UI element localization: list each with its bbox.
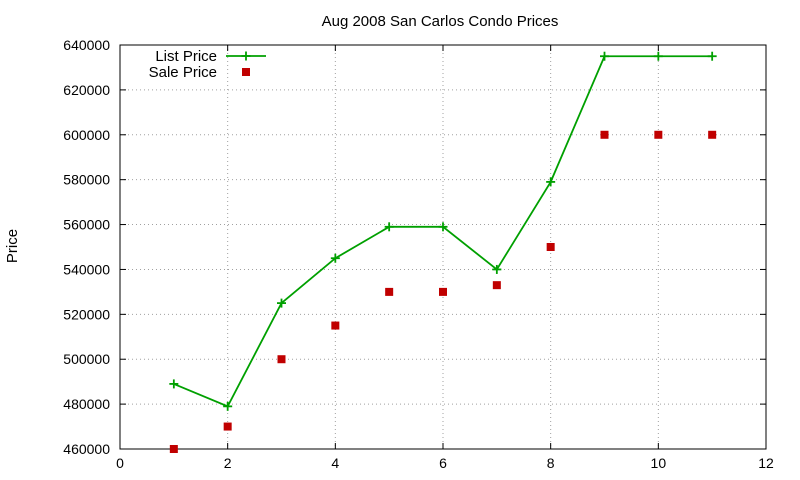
x-tick-label: 2: [224, 455, 232, 471]
list-price-point: [277, 298, 286, 308]
series-group: [169, 51, 717, 453]
sale-price-point: [169, 445, 178, 453]
sale-price-point: [277, 355, 286, 364]
x-tick-label: 8: [547, 455, 555, 471]
sale-price-point: [385, 287, 394, 296]
list-price-point: [707, 51, 717, 61]
list-price-point: [223, 401, 233, 411]
y-tick-label: 540000: [63, 261, 110, 277]
y-tick-label: 500000: [63, 351, 110, 367]
y-axis-label: Price: [4, 229, 21, 263]
y-tick-label: 560000: [63, 217, 110, 233]
list-price-point: [600, 51, 609, 61]
x-tick-label: 12: [758, 455, 774, 471]
y-tick-label: 620000: [63, 82, 110, 98]
y-tick-label: 520000: [63, 306, 110, 322]
y-tick-label: 580000: [63, 172, 110, 188]
y-tick-label: 600000: [63, 127, 110, 143]
list-price-point: [546, 177, 556, 187]
series-sale-price: [169, 130, 717, 453]
sale-price-point: [600, 130, 609, 139]
x-tick-label: 10: [651, 455, 667, 471]
list-price-point: [653, 51, 663, 61]
list-price-point: [169, 379, 179, 389]
y-tick-label: 640000: [63, 37, 110, 53]
legend-swatch-marker: [242, 68, 250, 76]
y-tick-label: 460000: [63, 441, 110, 457]
sale-price-point: [223, 422, 232, 431]
list-price-point: [492, 264, 502, 274]
sale-price-point: [654, 130, 663, 139]
sale-price-point: [492, 281, 501, 290]
legend-label: List Price: [155, 48, 217, 65]
series-list-price: [169, 51, 717, 411]
sale-price-point: [546, 243, 555, 251]
sale-price-point: [708, 130, 717, 139]
y-tick-label: 480000: [63, 396, 110, 412]
grid: [120, 45, 766, 449]
sale-price-point: [439, 287, 447, 296]
list-price-point: [438, 222, 448, 232]
x-tick-label: 4: [331, 455, 339, 471]
axis-ticks: 0 2 4 6 8 10 12 460000 480000 500000 520000 540000 5…: [63, 37, 774, 471]
list-price-point: [330, 253, 340, 263]
chart-title: Aug 2008 San Carlos Condo Prices: [322, 13, 559, 30]
legend-label: Sale Price: [149, 64, 217, 81]
sale-price-point: [331, 321, 340, 330]
x-tick-label: 6: [439, 455, 447, 471]
legend-swatch-marker: [241, 51, 251, 61]
list-price-point: [384, 222, 394, 232]
x-tick-label: 0: [116, 455, 124, 471]
